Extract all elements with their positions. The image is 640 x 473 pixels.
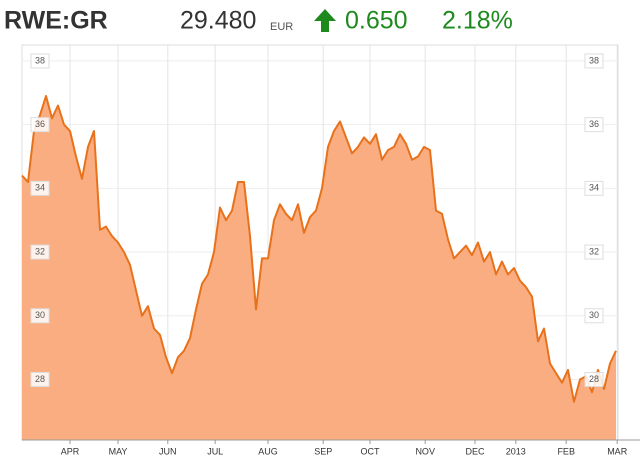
x-tick-label: MAR	[607, 446, 628, 456]
tick-box	[30, 117, 50, 133]
y-tick-label: 38	[589, 55, 599, 65]
tick-box	[584, 180, 604, 196]
tick-box	[30, 53, 50, 69]
x-tick-label: DEC	[465, 446, 485, 456]
y-tick-label: 30	[589, 310, 599, 320]
price-line	[21, 95, 617, 403]
x-tick-label: OCT	[361, 446, 381, 456]
price: 29.480	[180, 7, 256, 35]
x-tick-label: JUL	[207, 446, 223, 456]
y-tick-label: 36	[589, 119, 599, 129]
x-tick-label: 2013	[506, 446, 526, 456]
y-tick-label: 34	[35, 183, 45, 193]
y-tick-label: 32	[35, 246, 45, 256]
x-tick-label: SEP	[314, 446, 332, 456]
tick-box	[30, 371, 50, 387]
x-tick-label: JUN	[159, 446, 177, 456]
change-pct: 2.18%	[442, 7, 513, 35]
tick-box	[584, 371, 604, 387]
y-tick-label: 32	[589, 246, 599, 256]
x-tick-label: FEB	[557, 446, 575, 456]
up-arrow	[314, 9, 336, 32]
y-tick-label: 30	[35, 310, 45, 320]
tick-box	[584, 244, 604, 260]
x-tick-label: NOV	[415, 446, 435, 456]
tick-box	[30, 308, 50, 324]
y-tick-label: 28	[35, 374, 45, 384]
tick-box	[30, 244, 50, 260]
x-tick-label: AUG	[258, 446, 278, 456]
symbol: RWE:GR	[4, 7, 108, 35]
tick-box	[584, 117, 604, 133]
x-tick-label: MAY	[109, 446, 128, 456]
y-tick-label: 28	[589, 374, 599, 384]
x-tick-label: APR	[61, 446, 80, 456]
currency: EUR	[270, 21, 293, 33]
tick-box	[30, 180, 50, 196]
tick-box	[584, 308, 604, 324]
y-tick-label: 34	[589, 183, 599, 193]
change: 0.650	[345, 7, 408, 35]
area-fill	[22, 96, 616, 440]
tick-box	[584, 53, 604, 69]
y-tick-label: 36	[35, 119, 45, 129]
y-tick-label: 38	[35, 55, 45, 65]
